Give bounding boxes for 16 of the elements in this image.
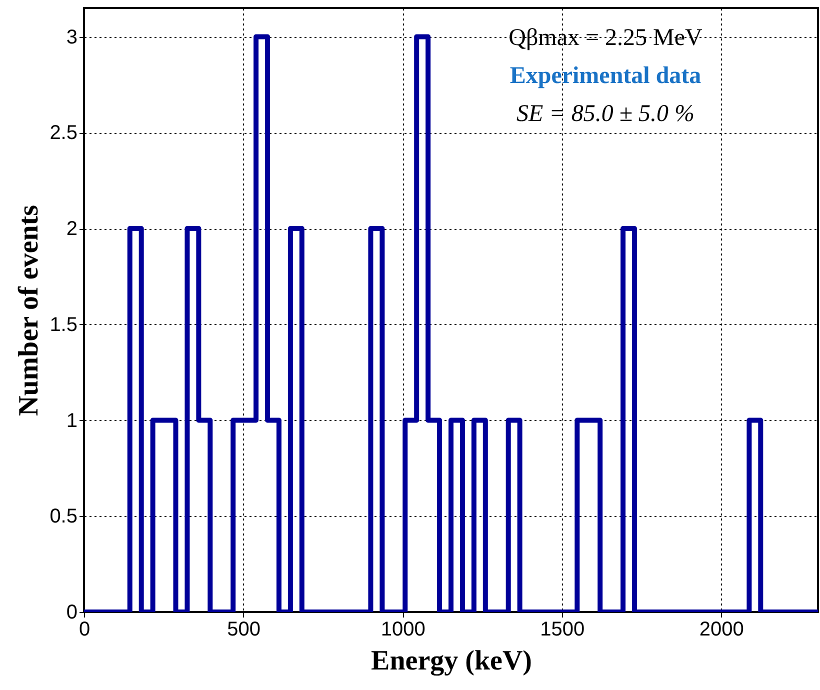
y-tick-label: 1.5 xyxy=(50,314,78,336)
y-tick-label: 2.5 xyxy=(50,122,78,144)
x-axis-title: Energy (keV) xyxy=(371,646,532,676)
annotation: Qβmax = 2.25 MeV xyxy=(508,25,704,51)
y-axis-title: Number of events xyxy=(14,204,45,416)
x-tick-label: 500 xyxy=(227,618,260,640)
x-tick-label: 2000 xyxy=(699,618,744,640)
y-tick-label: 3 xyxy=(66,26,78,48)
y-tick-label: 0 xyxy=(66,602,78,624)
y-tick-label: 1 xyxy=(66,410,78,432)
annotation: Experimental data xyxy=(510,63,702,89)
y-tick-label: 2 xyxy=(66,218,78,240)
x-tick-label: 1500 xyxy=(540,618,585,640)
y-tick-label: 0.5 xyxy=(50,506,78,528)
x-tick-label: 1000 xyxy=(380,618,426,640)
annotation: SE = 85.0 ± 5.0 % xyxy=(516,101,695,127)
